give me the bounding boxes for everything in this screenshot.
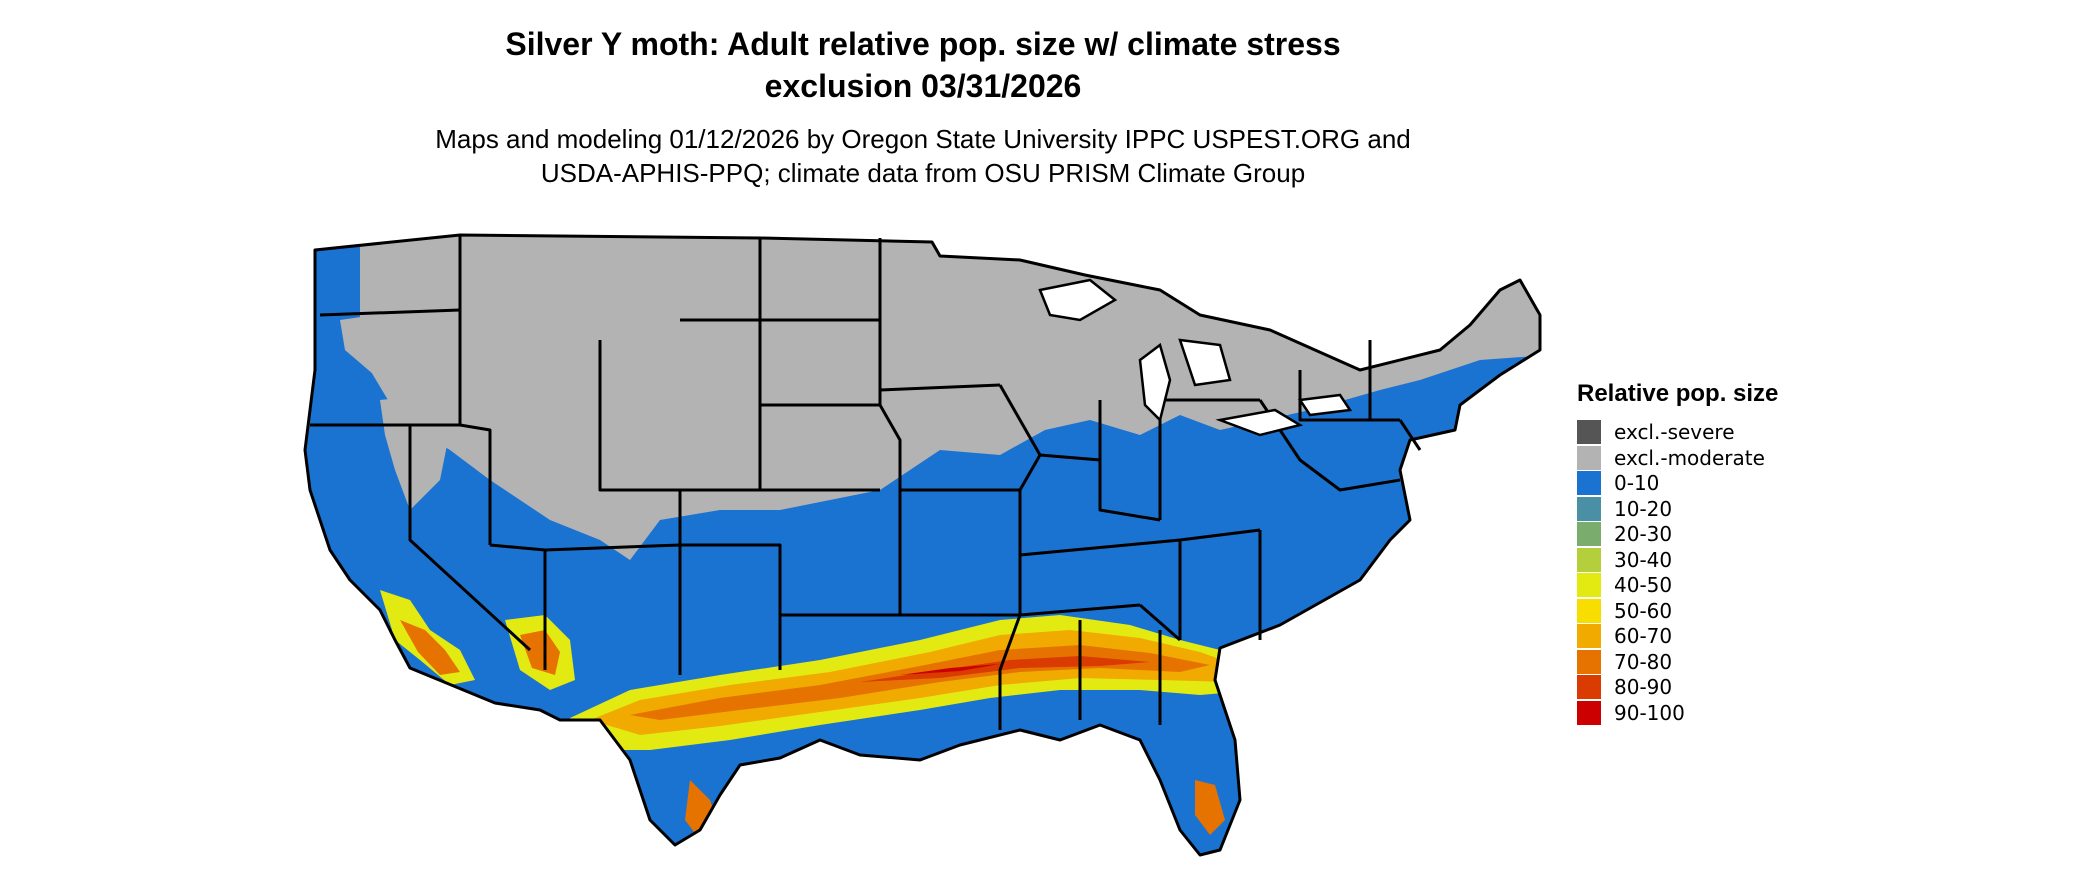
legend-label: 70-80	[1614, 649, 1673, 674]
legend-swatch	[1577, 522, 1601, 546]
legend-label: 10-20	[1614, 496, 1673, 521]
legend-swatch	[1577, 420, 1601, 444]
legend-swatch	[1577, 649, 1601, 674]
arizona-suitability-core	[520, 630, 560, 675]
legend-label: 30-40	[1614, 547, 1673, 572]
florida-suitability	[1195, 780, 1225, 835]
socal-suitability-core	[400, 620, 460, 675]
legend-swatch	[1577, 496, 1601, 521]
legend-label: 80-90	[1614, 675, 1673, 699]
us-map	[303, 233, 1542, 857]
great-lakes	[1038, 278, 1353, 437]
us-outline	[303, 233, 1542, 857]
state-borders	[310, 235, 1422, 730]
legend-swatch	[1577, 700, 1601, 725]
legend-label: 40-50	[1614, 573, 1673, 597]
legend: Relative pop. size excl.-severe excl.-mod…	[1577, 380, 1997, 740]
legend-label: excl.-moderate	[1614, 445, 1765, 470]
subtitle-line-1: Maps and modeling 01/12/2026 by Oregon S…	[435, 124, 1411, 154]
legend-label: 20-30	[1614, 522, 1673, 546]
legend-swatch	[1577, 471, 1601, 495]
subtitle-line-2: USDA-APHIS-PPQ; climate data from OSU PR…	[540, 158, 1306, 188]
legend-swatch	[1577, 624, 1601, 648]
legend-label: 90-100	[1614, 700, 1685, 725]
legend-label: 60-70	[1614, 624, 1673, 648]
legend-label: 50-60	[1614, 598, 1673, 623]
legend-swatch	[1577, 547, 1601, 572]
gulf-suitability-band	[570, 615, 1260, 750]
legend-label: 0-10	[1614, 471, 1660, 495]
excluded-west-patch	[340, 310, 450, 380]
legend-swatch	[1577, 573, 1601, 597]
legend-label: excl.-severe	[1614, 420, 1735, 444]
title-line-1: Silver Y moth: Adult relative pop. size …	[505, 26, 1341, 62]
title-line-2: exclusion 03/31/2026	[764, 68, 1082, 104]
legend-swatch	[1577, 675, 1601, 699]
legend-swatch	[1577, 598, 1601, 623]
legend-swatch	[1577, 445, 1601, 470]
legend-title: Relative pop. size	[1577, 380, 1779, 407]
